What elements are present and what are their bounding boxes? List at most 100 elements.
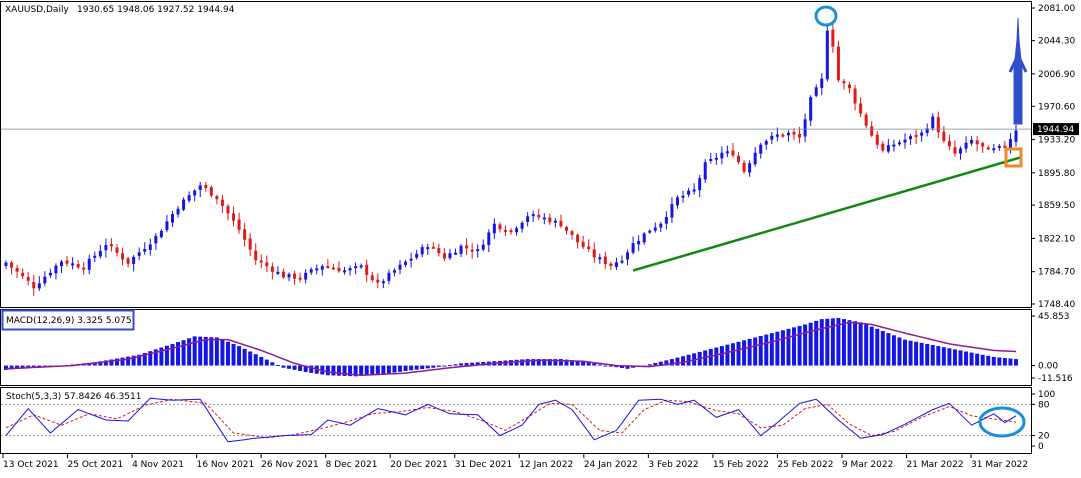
macd-histogram-bar — [203, 336, 208, 366]
time-tick-label: 13 Oct 2021 — [3, 460, 59, 470]
candle-body — [10, 262, 14, 268]
candle-body — [503, 229, 507, 232]
candle — [592, 242, 596, 263]
candle-body — [204, 184, 208, 189]
macd-histogram-bar — [958, 350, 963, 366]
macd-histogram-bar — [170, 343, 175, 366]
candle — [859, 97, 863, 118]
macd-title: MACD(12,26,9) 3.325 5.075 — [6, 316, 132, 326]
candle — [970, 135, 974, 146]
candle — [759, 142, 763, 159]
candle-body — [354, 266, 358, 269]
candle — [176, 206, 180, 218]
candle-body — [1014, 130, 1018, 142]
macd-histogram-bar — [15, 365, 20, 370]
candle-body — [903, 139, 907, 143]
macd-histogram-bar — [675, 357, 680, 366]
candle-body — [459, 245, 463, 254]
candle-body — [681, 195, 685, 198]
candle — [32, 274, 36, 296]
candle-body — [209, 187, 213, 196]
candle-body — [820, 78, 824, 88]
macd-histogram-bar — [442, 365, 447, 367]
candle-body — [370, 275, 374, 281]
macd-histogram-bar — [714, 347, 719, 366]
candle — [570, 229, 574, 240]
candle-body — [570, 231, 574, 235]
macd-histogram-bar — [425, 365, 430, 369]
candle — [537, 208, 541, 221]
candle-body — [32, 282, 36, 289]
candle-body — [931, 116, 935, 129]
candle — [265, 255, 269, 273]
candle-body — [65, 260, 69, 264]
macd-histogram-bar — [475, 362, 480, 366]
stoch-circle-annotation — [978, 406, 1026, 438]
macd-tick-label: 45.853 — [1038, 312, 1070, 322]
candle — [182, 197, 186, 212]
candle-body — [104, 245, 108, 251]
candle-body — [93, 255, 97, 258]
price-chart-title: XAUUSD,Daily — [5, 5, 69, 15]
support-trendline — [632, 156, 1021, 272]
macd-histogram-bar — [142, 352, 147, 366]
candle-body — [293, 273, 297, 279]
candle — [509, 228, 513, 235]
macd-histogram-bar — [459, 363, 464, 366]
candle — [836, 40, 840, 83]
macd-histogram-bar — [281, 365, 286, 368]
candle-body — [981, 143, 985, 147]
candle-body — [836, 46, 840, 81]
macd-histogram-bar — [131, 355, 136, 366]
candle-body — [576, 234, 580, 243]
candle-body — [559, 220, 563, 227]
candle-body — [59, 261, 63, 267]
macd-histogram-bar — [803, 324, 808, 366]
macd-histogram-bar — [658, 361, 663, 366]
macd-histogram-bar — [908, 340, 913, 366]
candle — [243, 223, 247, 247]
candle — [792, 128, 796, 141]
candle-body — [526, 216, 530, 222]
candle-body — [770, 135, 774, 140]
macd-histogram-bar — [980, 354, 985, 366]
candle-body — [226, 206, 230, 214]
macd-histogram-bar — [797, 325, 802, 366]
macd-histogram-bar — [975, 353, 980, 366]
candle-body — [548, 217, 552, 223]
macd-histogram-bar — [464, 363, 469, 366]
stoch-title: Stoch(5,3,3) 57.8426 46.3511 — [6, 392, 141, 402]
macd-histogram-bar — [225, 341, 230, 366]
candle-body — [43, 276, 47, 284]
candle-body — [786, 132, 790, 136]
candle-body — [426, 247, 430, 250]
macd-histogram-bar — [270, 362, 275, 366]
candle — [448, 248, 452, 261]
candle-body — [970, 139, 974, 144]
macd-histogram-bar — [520, 359, 525, 366]
candle-body — [698, 178, 702, 191]
candle-body — [886, 145, 890, 152]
candle — [4, 260, 8, 269]
candle-body — [270, 266, 274, 272]
candle-body — [975, 140, 979, 145]
candle — [281, 268, 285, 279]
candle — [71, 257, 75, 270]
candle — [37, 276, 41, 291]
candle-body — [936, 116, 940, 133]
candle — [775, 127, 779, 142]
macd-histogram-bar — [92, 362, 97, 366]
candle — [104, 238, 108, 258]
candle-body — [165, 221, 169, 231]
candle-body — [415, 253, 419, 258]
macd-histogram-bar — [398, 365, 403, 372]
macd-histogram-bar — [647, 364, 652, 366]
macd-histogram-bar — [919, 342, 924, 366]
price-tick-label: 1748.40 — [1038, 300, 1075, 310]
candle-body — [448, 253, 452, 259]
candle-body — [831, 29, 835, 47]
time-tick-label: 31 Mar 2022 — [971, 460, 1028, 470]
candle — [526, 212, 530, 227]
candle-body — [121, 253, 125, 260]
